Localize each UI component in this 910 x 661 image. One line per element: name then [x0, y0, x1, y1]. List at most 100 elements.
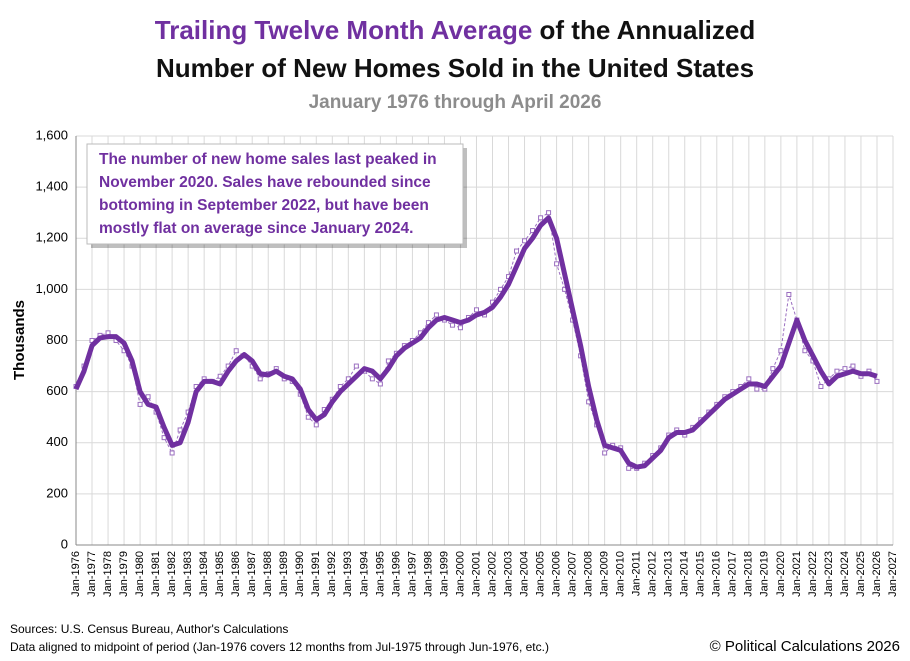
x-tick-label: Jan-2013 [663, 551, 675, 597]
x-tick-label: Jan-1987 [246, 551, 258, 597]
x-tick-label: Jan-1995 [374, 551, 386, 597]
y-tick-label: 600 [46, 383, 68, 398]
x-tick-label: Jan-1979 [118, 551, 130, 597]
data-point [137, 401, 143, 407]
y-tick-label: 1,200 [35, 230, 68, 245]
x-tick-label: Jan-1991 [310, 551, 322, 597]
x-tick-label: Jan-2009 [599, 551, 611, 597]
copyright: © Political Calculations 2026 [710, 638, 900, 655]
x-tick-label: Jan-2010 [615, 551, 627, 597]
data-point [522, 238, 528, 244]
trend-line [73, 215, 878, 470]
x-tick-label: Jan-2026 [871, 551, 883, 597]
title-rest: of the Annualized [540, 15, 756, 45]
data-point [233, 348, 239, 354]
data-point [457, 325, 463, 331]
data-point [313, 422, 319, 428]
data-point [257, 376, 263, 382]
x-tick-label: Jan-1982 [166, 551, 178, 597]
data-point [353, 363, 359, 369]
x-tick-label: Jan-2004 [518, 551, 530, 597]
y-axis-label: Thousands [11, 300, 28, 380]
y-tick-label: 1,400 [35, 179, 68, 194]
data-point [554, 261, 560, 267]
y-tick-label: 1,600 [35, 127, 68, 142]
x-tick-label: Jan-2002 [486, 551, 498, 597]
chart-title: Trailing Twelve Month Average of the Ann… [155, 15, 756, 45]
x-tick-label: Jan-1994 [358, 551, 370, 597]
y-tick-label: 0 [61, 536, 68, 551]
x-tick-label: Jan-2024 [839, 551, 851, 597]
x-tick-label: Jan-1986 [230, 551, 242, 597]
data-point [746, 376, 752, 382]
data-point [842, 366, 848, 372]
y-tick-label: 400 [46, 434, 68, 449]
data-point [449, 322, 455, 328]
x-tick-label: Jan-2016 [711, 551, 723, 597]
chart-subtitle: January 1976 through April 2026 [309, 92, 602, 113]
data-point [369, 376, 375, 382]
data-point [834, 368, 840, 374]
annotation-text: November 2020. Sales have rebounded sinc… [99, 174, 431, 191]
data-point [169, 450, 175, 456]
x-tick-label: Jan-2022 [807, 551, 819, 597]
x-tick-label: Jan-2023 [823, 551, 835, 597]
data-point [473, 307, 479, 313]
x-tick-label: Jan-2011 [631, 551, 643, 596]
x-tick-label: Jan-2019 [759, 551, 771, 597]
data-point [802, 348, 808, 354]
data-point [602, 450, 608, 456]
annotation: The number of new home sales last peaked… [86, 143, 467, 248]
x-tick-label: Jan-1997 [406, 551, 418, 597]
title-highlight: Trailing Twelve Month Average [155, 15, 533, 45]
x-tick-label: Jan-2015 [695, 551, 707, 597]
data-point [177, 427, 183, 433]
plot-area: 0 200 400 600 800 1,000 1,200 1,400 1,600 Jan-197… [35, 127, 898, 596]
annotation-text: mostly flat on average since January 202… [99, 220, 413, 237]
x-tick-label: Jan-1989 [278, 551, 290, 597]
x-tick-label: Jan-2012 [647, 551, 659, 597]
chart-title-line2: Number of New Homes Sold in the United S… [156, 53, 754, 83]
x-tick-label: Jan-2027 [887, 551, 899, 597]
x-tick-label: Jan-1999 [438, 551, 450, 597]
x-tick-label: Jan-1992 [326, 551, 338, 597]
data-point [874, 378, 880, 384]
x-tick-label: Jan-1998 [422, 551, 434, 597]
x-tick-label: Jan-1985 [214, 551, 226, 597]
data-point [433, 312, 439, 318]
x-tick-label: Jan-2006 [550, 551, 562, 597]
data-point [778, 348, 784, 354]
y-tick-label: 800 [46, 332, 68, 347]
x-tick-label: Jan-1978 [102, 551, 114, 597]
x-tick-label: Jan-2003 [502, 551, 514, 597]
x-tick-label: Jan-1996 [390, 551, 402, 597]
annotation-box [86, 143, 464, 245]
x-tick-label: Jan-2005 [534, 551, 546, 597]
x-tick-label: Jan-2025 [855, 551, 867, 597]
x-tick-label: Jan-2000 [454, 551, 466, 597]
data-point [818, 384, 824, 390]
x-tick-label: Jan-2008 [583, 551, 595, 597]
x-tick-label: Jan-1980 [134, 551, 146, 597]
x-tick-label: Jan-2017 [727, 551, 739, 597]
data-point [514, 248, 520, 254]
data-point [770, 366, 776, 372]
annotation-text: bottoming in September 2022, but have be… [99, 197, 429, 214]
x-tick-label: Jan-1983 [182, 551, 194, 597]
data-point [786, 291, 792, 297]
x-tick-label: Jan-1984 [198, 551, 210, 597]
x-tick-label: Jan-1981 [150, 551, 162, 597]
data-point [546, 210, 552, 216]
y-tick-label: 1,000 [35, 281, 68, 296]
x-tick-label: Jan-1993 [342, 551, 354, 597]
x-tick-label: Jan-1990 [294, 551, 306, 597]
data-point [626, 465, 632, 471]
data-point [377, 381, 383, 387]
y-tick-label: 200 [46, 485, 68, 500]
x-tick-label: Jan-2018 [743, 551, 755, 597]
data-point [850, 363, 856, 369]
x-tick-label: Jan-2020 [775, 551, 787, 597]
source-note: Sources: U.S. Census Bureau, Author's Ca… [10, 622, 288, 636]
